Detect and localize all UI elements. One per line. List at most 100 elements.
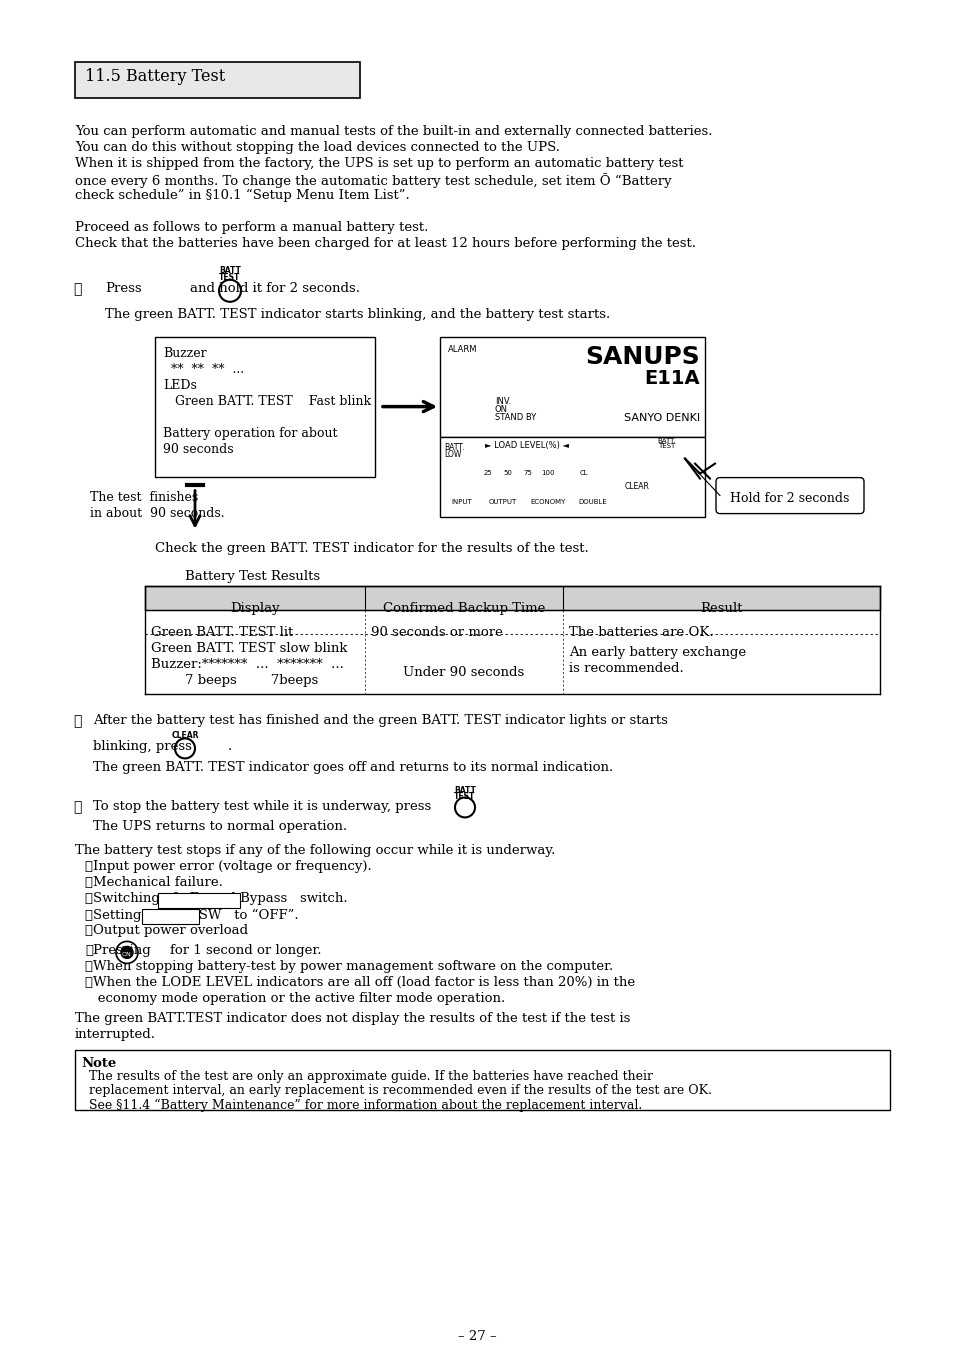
Text: DOUBLE: DOUBLE [578,499,607,505]
Text: INV.: INV. [495,397,511,405]
Text: ・Pressing: ・Pressing [85,944,151,958]
Text: E11A: E11A [643,369,700,388]
Text: BATT: BATT [219,266,241,274]
FancyBboxPatch shape [145,586,879,611]
Text: INV.: INV. [121,947,132,951]
Text: The results of the test are only an approximate guide. If the batteries have rea: The results of the test are only an appr… [81,1070,652,1084]
Text: Under 90 seconds: Under 90 seconds [403,666,524,680]
Text: LOW: LOW [443,450,461,458]
Text: The green BATT. TEST indicator starts blinking, and the battery test starts.: The green BATT. TEST indicator starts bl… [105,308,610,320]
Text: **  **  **  ...: ** ** ** ... [163,362,244,376]
Text: OUTPUT: OUTPUT [488,499,517,505]
Text: interrupted.: interrupted. [75,1028,156,1042]
Text: The green BATT.TEST indicator does not display the results of the test if the te: The green BATT.TEST indicator does not d… [75,1012,630,1025]
Text: ・Mechanical failure.: ・Mechanical failure. [85,877,223,889]
Text: Press: Press [105,282,141,295]
Text: LEDs: LEDs [163,378,196,392]
Text: ・When the LODE LEVEL indicators are all off (load factor is less than 20%) in th: ・When the LODE LEVEL indicators are all … [85,977,635,989]
FancyBboxPatch shape [142,909,199,924]
Text: CL: CL [579,470,588,476]
FancyBboxPatch shape [158,893,240,908]
Text: Green BATT. TEST slow blink: Green BATT. TEST slow blink [151,642,347,655]
Text: in about  90 seconds.: in about 90 seconds. [90,507,224,520]
Text: 50: 50 [503,470,512,476]
Text: ECONOMY: ECONOMY [530,499,565,505]
Text: TEST: TEST [219,273,240,282]
Text: BATT.: BATT. [657,438,676,443]
Text: CLEAR: CLEAR [624,481,649,490]
Text: The test  finishes: The test finishes [90,490,198,504]
Text: BATT: BATT [454,786,476,796]
Text: 11.5 Battery Test: 11.5 Battery Test [85,68,225,85]
Text: CLEAR: CLEAR [172,731,198,740]
Text: After the battery test has finished and the green BATT. TEST indicator lights or: After the battery test has finished and … [92,715,667,727]
Text: ・Output power overload: ・Output power overload [85,924,248,938]
Text: ③: ③ [73,800,81,815]
Text: Proceed as follows to perform a manual battery test.: Proceed as follows to perform a manual b… [75,222,428,234]
Text: Display: Display [230,603,279,616]
Text: The UPS returns to normal operation.: The UPS returns to normal operation. [92,820,347,834]
Text: SANYO DENKI: SANYO DENKI [623,412,700,423]
Text: Green BATT. TEST lit: Green BATT. TEST lit [151,627,293,639]
Text: ①: ① [73,282,81,296]
Text: once every 6 months. To change the automatic battery test schedule, set item Õ “: once every 6 months. To change the autom… [75,173,671,188]
FancyBboxPatch shape [439,436,704,516]
Text: 90 seconds: 90 seconds [163,443,233,455]
Text: Green BATT. TEST    Fast blink: Green BATT. TEST Fast blink [163,394,371,408]
Text: and hold it for 2 seconds.: and hold it for 2 seconds. [190,282,359,295]
Text: for 1 second or longer.: for 1 second or longer. [170,944,321,958]
Circle shape [121,947,132,958]
Text: Check that the batteries have been charged for at least 12 hours before performi: Check that the batteries have been charg… [75,236,696,250]
Text: blinking, press: blinking, press [92,740,192,754]
FancyBboxPatch shape [75,1050,889,1111]
Text: TEST: TEST [658,443,675,449]
Text: An early battery exchange: An early battery exchange [568,646,745,659]
Text: 7 beeps        7beeps: 7 beeps 7beeps [151,674,318,688]
Text: 75: 75 [523,470,532,476]
Text: Buzzer: Buzzer [163,347,207,359]
Text: The battery test stops if any of the following occur while it is underway.: The battery test stops if any of the fol… [75,844,555,858]
Text: check schedule” in §10.1 “Setup Menu Item List”.: check schedule” in §10.1 “Setup Menu Ite… [75,189,410,203]
Text: TEST: TEST [454,793,476,801]
Circle shape [457,393,481,416]
Text: Battery operation for about: Battery operation for about [163,427,337,439]
Text: BATT.: BATT. [443,443,464,451]
Text: Note: Note [81,1058,116,1070]
Text: When it is shipped from the factory, the UPS is set up to perform an automatic b: When it is shipped from the factory, the… [75,157,682,170]
Text: ON: ON [495,404,507,413]
Text: 100: 100 [540,470,554,476]
Text: ・Setting   MAIN SW   to “OFF”.: ・Setting MAIN SW to “OFF”. [85,908,298,921]
Text: Check the green BATT. TEST indicator for the results of the test.: Check the green BATT. TEST indicator for… [154,542,588,555]
Text: To stop the battery test while it is underway, press: To stop the battery test while it is und… [92,800,431,813]
Text: ・Input power error (voltage or frequency).: ・Input power error (voltage or frequency… [85,861,372,873]
Text: ②: ② [73,715,81,728]
Text: STAND BY: STAND BY [495,412,536,422]
FancyBboxPatch shape [439,336,704,436]
Text: ON: ON [122,952,132,958]
Text: ► LOAD LEVEL(%) ◄: ► LOAD LEVEL(%) ◄ [484,440,568,450]
Text: SANUPS: SANUPS [584,345,700,369]
Text: Result: Result [699,603,741,616]
Text: replacement interval, an early replacement is recommended even if the results of: replacement interval, an early replaceme… [81,1085,711,1097]
Text: Hold for 2 seconds: Hold for 2 seconds [730,492,849,505]
Text: INPUT: INPUT [451,499,472,505]
Text: The batteries are OK.: The batteries are OK. [568,627,713,639]
Text: ・When stopping battery-test by power management software on the computer.: ・When stopping battery-test by power man… [85,961,613,974]
Text: The green BATT. TEST indicator goes off and returns to its normal indication.: The green BATT. TEST indicator goes off … [92,762,613,774]
FancyBboxPatch shape [716,478,863,513]
Text: .: . [228,740,232,754]
Text: You can do this without stopping the load devices connected to the UPS.: You can do this without stopping the loa… [75,141,559,154]
FancyBboxPatch shape [75,62,359,99]
Text: economy mode operation or the active filter mode operation.: economy mode operation or the active fil… [85,993,505,1005]
FancyBboxPatch shape [154,336,375,477]
Text: ・Switching of   Forced Bypass   switch.: ・Switching of Forced Bypass switch. [85,893,347,905]
Text: is recommended.: is recommended. [568,662,683,676]
Text: Buzzer:*******  ...  *******  ...: Buzzer:******* ... ******* ... [151,658,343,671]
Text: Confirmed Backup Time: Confirmed Backup Time [382,603,544,616]
Text: 25: 25 [483,470,492,476]
Text: – 27 –: – 27 – [457,1329,496,1343]
Text: See §11.4 “Battery Maintenance” for more information about the replacement inter: See §11.4 “Battery Maintenance” for more… [81,1098,641,1112]
Text: 90 seconds or more: 90 seconds or more [371,627,502,639]
Text: ALARM: ALARM [448,345,477,354]
Text: You can perform automatic and manual tests of the built-in and externally connec: You can perform automatic and manual tes… [75,126,712,138]
